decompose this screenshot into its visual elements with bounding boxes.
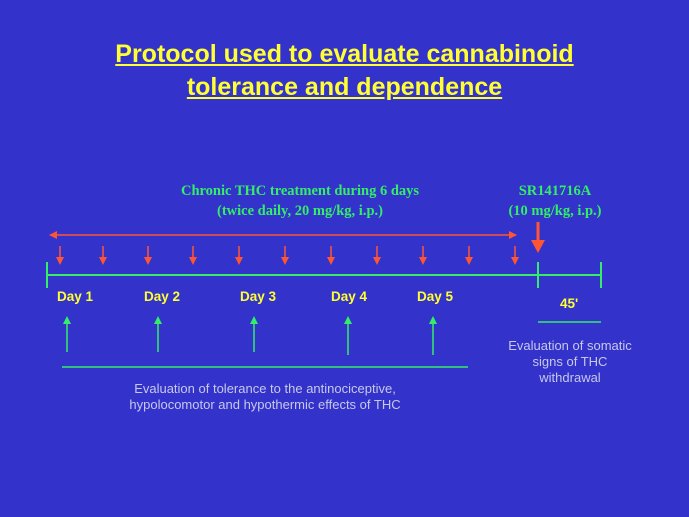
title-line-1: Protocol used to evaluate cannabinoid — [115, 40, 574, 68]
injection-arrow — [281, 246, 289, 265]
tolerance-evaluation-label: Evaluation of tolerance to the antinocic… — [60, 381, 470, 413]
injection-arrow — [327, 246, 335, 265]
antagonist-line-2: (10 mg/kg, i.p.) — [508, 203, 602, 219]
injection-arrow — [465, 246, 473, 265]
thc-injection-arrows — [56, 246, 519, 265]
withdrawal-eval-line-1: Evaluation of somatic — [508, 338, 632, 353]
tolerance-eval-line-2: hypolocomotor and hypothermic effects of… — [129, 397, 401, 412]
withdrawal-eval-line-3: withdrawal — [539, 370, 601, 385]
withdrawal-evaluation-label: Evaluation of somatic signs of THC withd… — [485, 338, 655, 386]
evaluation-arrows — [63, 316, 437, 355]
antagonist-injection-arrow — [531, 222, 545, 253]
injection-arrow — [373, 246, 381, 265]
evaluation-arrow — [429, 316, 437, 355]
day-label-4: Day 4 — [331, 289, 368, 304]
injection-arrow — [235, 246, 243, 265]
slide-title: Protocol used to evaluate cannabinoid to… — [0, 38, 689, 104]
antagonist-line-1: SR141716A — [518, 183, 592, 199]
evaluation-arrow — [63, 316, 71, 352]
day-label-1: Day 1 — [57, 289, 94, 304]
evaluation-arrow — [250, 316, 258, 352]
day-label-5: Day 5 — [417, 289, 454, 304]
antagonist-label: SR141716A (10 mg/kg, i.p.) — [480, 181, 630, 221]
injection-arrow — [144, 246, 152, 265]
title-line-2: tolerance and dependence — [186, 73, 503, 101]
withdrawal-eval-line-2: signs of THC — [532, 354, 608, 369]
evaluation-arrow — [154, 316, 162, 352]
withdrawal-time-label: 45' — [560, 296, 579, 311]
day-label-3: Day 3 — [240, 289, 277, 304]
injection-arrow — [189, 246, 197, 265]
evaluation-arrow — [344, 316, 352, 355]
treatment-label: Chronic THC treatment during 6 days (twi… — [130, 181, 470, 221]
treatment-line-2: (twice daily, 20 mg/kg, i.p.) — [217, 203, 383, 219]
injection-arrow — [99, 246, 107, 265]
injection-arrow — [511, 246, 519, 265]
injection-arrow — [56, 246, 64, 265]
treatment-line-1: Chronic THC treatment during 6 days — [180, 183, 420, 199]
day-label-2: Day 2 — [144, 289, 181, 304]
tolerance-eval-line-1: Evaluation of tolerance to the antinocic… — [134, 381, 396, 396]
injection-arrow — [419, 246, 427, 265]
timeline-axis — [46, 262, 602, 288]
